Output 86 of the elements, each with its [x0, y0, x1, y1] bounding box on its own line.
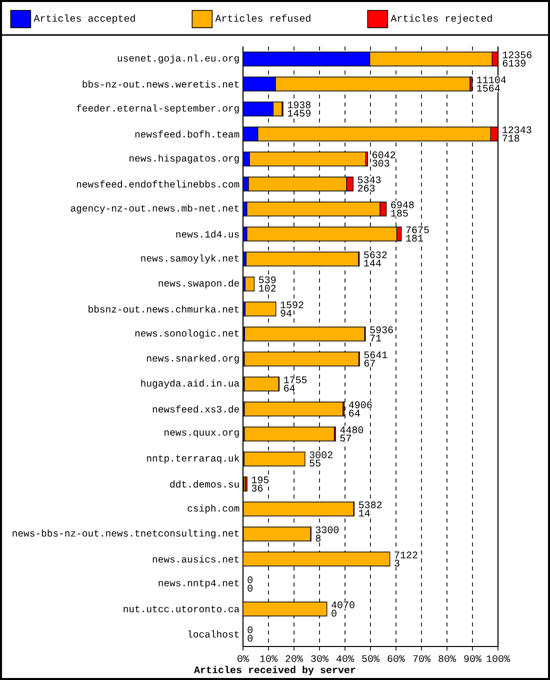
- annotation: 181: [406, 234, 424, 242]
- x-axis-title: Articles received by server: [194, 666, 356, 676]
- annotation: 4480: [340, 426, 364, 434]
- x-tick-label: 70%: [413, 655, 430, 662]
- y-tick-label: nntp.terraraq.uk: [147, 454, 240, 464]
- y-tick-label: news-bbs-nz-out.news.tnetconsulting.net: [12, 529, 239, 539]
- y-tick-label: bbsnz-out.news.chmurka.net: [88, 305, 239, 313]
- y-tick-label: newsfeed.bofh.team: [135, 130, 240, 138]
- x-tick-label: 100%: [486, 655, 510, 662]
- annotation: 14: [359, 510, 370, 516]
- y-tick-label: news.hispagatos.org: [130, 154, 239, 164]
- annotation: 5343: [358, 176, 381, 184]
- x-tick-label: 80%: [438, 655, 456, 662]
- annotation: 3002: [310, 451, 332, 458]
- annotation: 6139: [502, 60, 526, 67]
- x-tick-label: 20%: [286, 655, 303, 662]
- y-tick-label: bbs-nz-out.news.weretis.net: [82, 80, 239, 88]
- legend-label: Articles accepted: [34, 14, 135, 24]
- y-tick-label: news.sonologic.net: [135, 329, 239, 339]
- y-tick-label: news.nntp4.net: [158, 580, 239, 588]
- y-tick-label: newsfeed.xs3.de: [152, 405, 239, 413]
- annotation: 36: [252, 484, 263, 492]
- annotation: 1938: [288, 101, 310, 108]
- annotation: 55: [310, 460, 320, 466]
- annotation: 0: [248, 634, 253, 642]
- x-tick-label: 40%: [336, 655, 354, 662]
- x-tick-label: 0%: [238, 655, 249, 662]
- annotation: 11104: [477, 76, 506, 84]
- annotation: 7122: [394, 552, 418, 558]
- annotation: 1592: [280, 301, 304, 308]
- y-tick-label: localhost: [188, 630, 239, 638]
- annotation: 263: [358, 184, 375, 192]
- annotation: 303: [372, 160, 390, 167]
- annotation: 4070: [332, 601, 354, 608]
- x-tick-label: 90%: [464, 655, 482, 662]
- y-tick-label: news.samoylyk.net: [141, 254, 239, 264]
- y-tick-label: news.quux.org: [164, 430, 239, 438]
- annotation: 5641: [364, 351, 388, 358]
- y-tick-label: usenet.goja.nl.eu.org: [118, 54, 239, 64]
- annotation: 5936: [370, 326, 393, 334]
- annotation: 1459: [288, 110, 310, 117]
- y-tick-label: hugayda.aid.in.ua: [141, 379, 240, 389]
- annotation: 7675: [406, 226, 429, 234]
- annotation: 8: [316, 534, 321, 542]
- x-tick-label: 10%: [260, 655, 278, 662]
- annotation: 0: [248, 626, 253, 634]
- annotation: 185: [391, 210, 408, 217]
- y-tick-label: ddt.demos.su: [170, 480, 239, 488]
- annotation: 0: [248, 576, 253, 584]
- annotation: 12343: [502, 126, 532, 134]
- x-tick-label: 50%: [362, 655, 380, 662]
- annotation: 3300: [316, 526, 339, 534]
- annotation: 1564: [477, 84, 500, 92]
- annotation: 57: [340, 434, 351, 442]
- annotation: 67: [364, 360, 375, 367]
- annotation: 6948: [391, 201, 414, 208]
- y-tick-label: nut.utcc.utoronto.ca: [124, 606, 240, 612]
- y-tick-label: news.snarked.org: [147, 354, 239, 364]
- y-tick-label: agency-nz-out.news.mb-net.net: [70, 204, 239, 214]
- annotation: 539: [258, 276, 276, 284]
- annotation: 3: [394, 560, 400, 567]
- annotation: 5632: [364, 251, 387, 258]
- annotation: 4906: [348, 401, 372, 408]
- y-tick-label: news.ausics.net: [152, 555, 239, 563]
- y-tick-label: news.swapon.de: [158, 279, 239, 289]
- annotation: 5382: [358, 501, 382, 508]
- annotation: 64: [284, 384, 295, 392]
- y-tick-label: csiph.com: [188, 504, 240, 514]
- annotation: 195: [252, 476, 269, 484]
- annotation: 0: [332, 610, 336, 617]
- annotation: 102: [259, 284, 276, 292]
- x-tick-label: 30%: [311, 655, 328, 662]
- legend-label: Articles refused: [215, 14, 310, 22]
- y-tick-label: newsfeed.endofthelinebbs.com: [76, 180, 240, 188]
- legend-label: Articles rejected: [390, 14, 492, 24]
- y-tick-label: news.1d4.us: [176, 230, 239, 238]
- annotation: 6042: [372, 151, 396, 158]
- annotation: 64: [349, 410, 360, 417]
- annotation: 144: [364, 260, 381, 266]
- annotation: 718: [502, 134, 520, 142]
- y-tick-label: feeder.eternal-september.org: [76, 104, 239, 114]
- x-tick-label: 60%: [388, 655, 405, 662]
- annotation: 94: [280, 310, 292, 317]
- annotation: 71: [370, 334, 382, 342]
- annotation: 1755: [284, 376, 307, 384]
- annotation: 0: [248, 584, 253, 592]
